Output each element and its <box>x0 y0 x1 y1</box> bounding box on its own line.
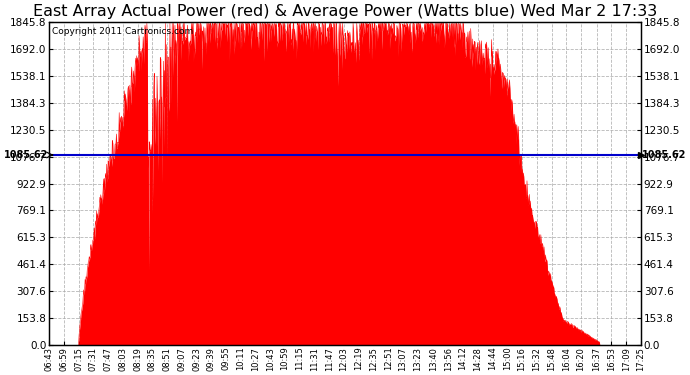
Text: 1085.62: 1085.62 <box>4 150 48 160</box>
Text: Copyright 2011 Cartronics.com: Copyright 2011 Cartronics.com <box>52 27 193 36</box>
Title: East Array Actual Power (red) & Average Power (Watts blue) Wed Mar 2 17:33: East Array Actual Power (red) & Average … <box>33 4 657 19</box>
Text: 1085.62: 1085.62 <box>642 150 686 160</box>
